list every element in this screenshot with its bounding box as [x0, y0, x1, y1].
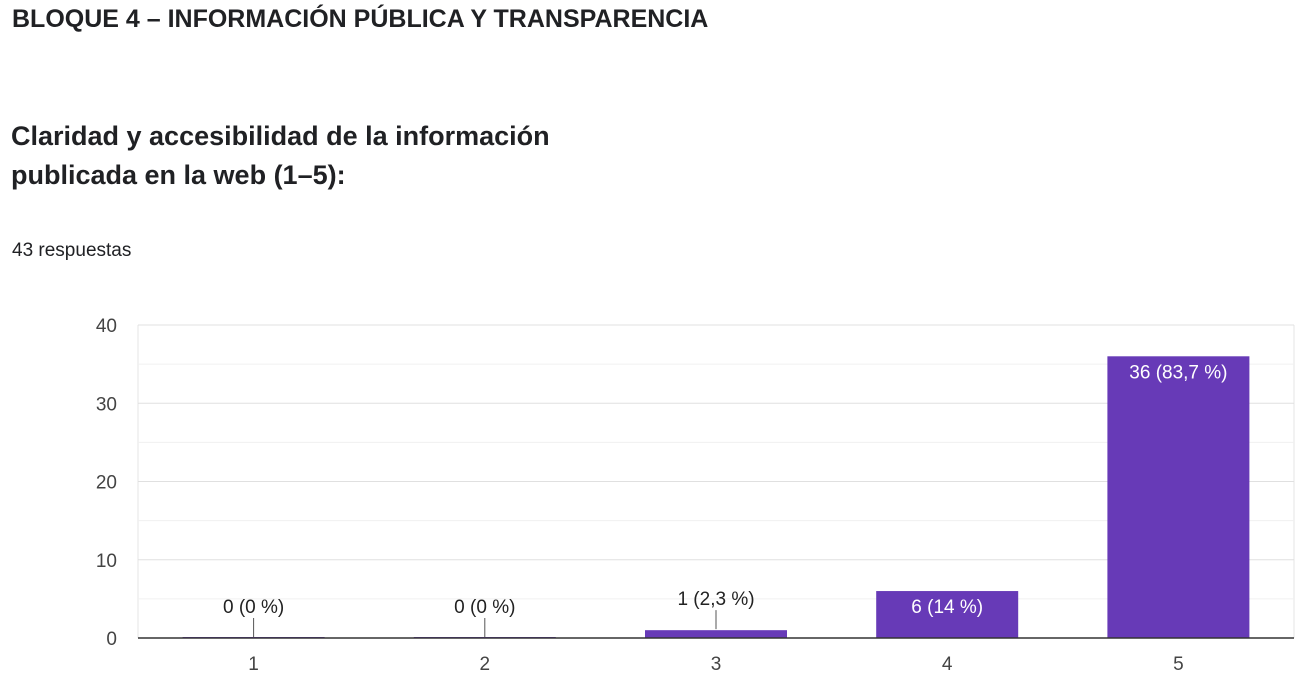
y-tick-label: 20	[96, 473, 117, 494]
bar-4	[876, 591, 1019, 638]
data-label: 0 (0 %)	[454, 597, 515, 618]
bar-5	[1107, 356, 1250, 638]
x-tick-label: 1	[248, 654, 259, 675]
x-tick-label: 4	[942, 654, 953, 675]
y-tick-label: 10	[96, 551, 117, 572]
y-tick-label: 0	[106, 629, 117, 650]
x-tick-label: 5	[1173, 654, 1184, 675]
y-tick-label: 40	[96, 316, 117, 337]
data-label: 1 (2,3 %)	[677, 589, 754, 610]
bar-3	[645, 630, 787, 638]
section-title: BLOQUE 4 – INFORMACIÓN PÚBLICA Y TRANSPA…	[12, 5, 709, 33]
data-label: 6 (14 %)	[911, 597, 983, 618]
x-tick-label: 3	[711, 654, 722, 675]
data-label: 0 (0 %)	[223, 597, 284, 618]
data-label: 36 (83,7 %)	[1129, 362, 1227, 383]
x-tick-label: 2	[480, 654, 491, 675]
response-count: 43 respuestas	[12, 240, 132, 261]
question-title: Claridad y accesibilidad de la informaci…	[11, 121, 550, 190]
y-tick-label: 30	[96, 394, 117, 415]
